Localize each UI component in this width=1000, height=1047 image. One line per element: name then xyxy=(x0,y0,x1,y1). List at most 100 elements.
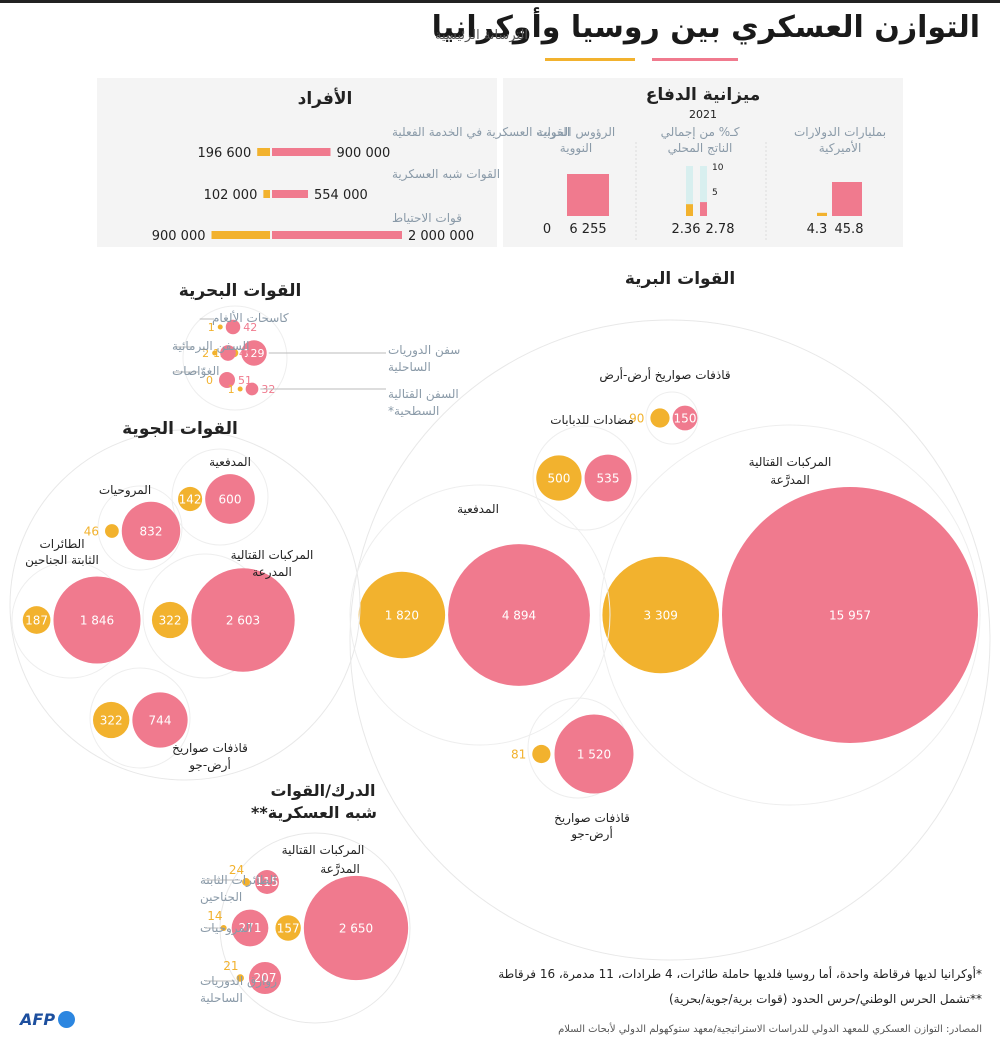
bubble-value-russia: 15 957 xyxy=(829,609,871,623)
bubble-ukraine xyxy=(532,744,551,764)
bubble-russia xyxy=(53,576,141,664)
naval-item-label: سفن الدوريات xyxy=(388,343,460,358)
budget-group-label: النووية xyxy=(560,141,592,156)
naval-title: القوات البحرية xyxy=(179,281,302,301)
land-item-label: قاذفات صواريخ xyxy=(554,811,630,826)
budget-bar-russia xyxy=(832,182,862,216)
page-subtitle: الترسانة الرئيسية xyxy=(434,28,528,43)
land-item-label: المدرَّعة xyxy=(770,473,810,488)
bubble-value-ukraine: 3 309 xyxy=(644,609,678,623)
personnel-value-russia: 554 000 xyxy=(314,188,368,203)
bubble-value-ukraine: 1 xyxy=(228,383,235,396)
land-group-circle xyxy=(532,425,638,531)
bubble-ukraine xyxy=(151,601,189,639)
bubble-value-russia: 2 603 xyxy=(226,614,260,628)
bubble-value-ukraine: 0 xyxy=(206,374,213,387)
air-title: القوات الجوية xyxy=(122,419,238,439)
bubble-ukraine xyxy=(536,455,582,501)
bubble-value-russia: 49 xyxy=(239,347,253,360)
paramilitary-item-label: المروحيات xyxy=(200,921,252,936)
bubble-value-ukraine: 500 xyxy=(547,472,570,486)
personnel-bar-ukraine xyxy=(257,148,270,156)
air-item-label: المدرعة xyxy=(252,565,292,580)
land-group-circle xyxy=(599,424,981,806)
bubble-value-ukraine: 1 xyxy=(208,321,215,334)
bubble-russia xyxy=(132,692,188,748)
bubble-russia xyxy=(205,474,255,524)
bubble-value-russia: 129 xyxy=(244,347,265,360)
land-item-label: المدفعية xyxy=(457,502,499,516)
bubble-russia xyxy=(245,382,259,396)
paramilitary-item-label: المركبات القتالية xyxy=(282,843,365,858)
bubble-ukraine xyxy=(220,924,227,932)
air-item-label: المركبات القتالية xyxy=(231,548,314,563)
budget-group-label: بمليارات الدولارات xyxy=(794,125,886,140)
budget-value-russia: 45.8 xyxy=(835,222,864,237)
bubble-value-russia: 115 xyxy=(256,875,279,889)
personnel-bar-ukraine xyxy=(263,190,270,198)
bubble-russia xyxy=(225,319,241,335)
air-item-label: المروحيات xyxy=(99,483,151,498)
bubble-russia xyxy=(220,345,236,361)
land-group-circle xyxy=(349,484,611,746)
bubble-russia xyxy=(448,544,590,686)
bubble-ukraine xyxy=(236,974,244,982)
personnel-bar-russia xyxy=(272,231,402,239)
ukraine-underline xyxy=(545,58,635,61)
land-item-label: قاذفات صواريخ أرض-أرض xyxy=(599,367,730,383)
air-group-circle xyxy=(97,485,183,571)
budget-value-ukraine: 4.3 xyxy=(807,222,828,237)
bubble-value-russia: 1 846 xyxy=(80,614,114,628)
bubble-value-ukraine: 24 xyxy=(229,863,244,877)
bubble-value-russia: 42 xyxy=(243,321,257,334)
land-item-label: أرض-جو xyxy=(570,826,613,842)
naval-item-label: السفن القتالية xyxy=(388,387,459,402)
bubble-value-ukraine: 1 820 xyxy=(385,609,419,623)
footnote: *أوكرانيا لديها فرقاطة واحدة، أما روسيا … xyxy=(498,966,982,982)
top-rule xyxy=(0,0,1000,3)
bubble-value-russia: 600 xyxy=(219,493,242,507)
bubble-value-ukraine: 2 xyxy=(202,347,209,360)
budget-group-label: الرؤوس الحربية xyxy=(537,125,615,140)
personnel-category-label: القوات شبه العسكرية xyxy=(392,167,500,182)
bubble-value-russia: 1 520 xyxy=(577,748,611,762)
bubble-ukraine xyxy=(178,486,203,512)
bubble-value-russia: 271 xyxy=(239,921,262,935)
bubble-value-russia: 2 650 xyxy=(339,922,373,936)
land-title: القوات البرية xyxy=(625,269,735,289)
naval-item-label: الساحلية xyxy=(388,360,431,374)
bubble-ukraine xyxy=(650,408,670,428)
bubble-russia xyxy=(248,961,282,995)
air-item-label: الثابتة الجناحين xyxy=(25,553,99,568)
bubble-value-ukraine: 142 xyxy=(179,493,202,507)
paramilitary-item-label: المدرَّعة xyxy=(320,862,360,877)
afp-logo-dot xyxy=(58,1011,75,1028)
land-item-label: مضادات للدبابات xyxy=(550,413,634,427)
budget-group-label: الأميركية xyxy=(819,140,862,156)
bubble-ukraine xyxy=(217,324,223,330)
personnel-category-label: قوات الاحتياط xyxy=(392,211,462,226)
bubble-value-russia: 150 xyxy=(674,412,697,426)
personnel-value-russia: 2 000 000 xyxy=(408,229,474,244)
bubble-value-ukraine: 90 xyxy=(629,412,644,426)
budget-value-russia: 6 255 xyxy=(569,222,606,237)
personnel-title: الأفراد xyxy=(298,88,353,109)
bubble-value-russia: 207 xyxy=(254,971,277,985)
paramilitary-item-label: الطائرات الثابتة xyxy=(200,873,277,888)
afp-logo: AFP xyxy=(20,1010,56,1029)
land-item-label: المركبات القتالية xyxy=(749,455,832,470)
paramilitary-item-label: الساحلية xyxy=(200,991,243,1005)
bubble-russia xyxy=(241,340,267,366)
air-item-label: المدفعية xyxy=(209,455,251,469)
land-group-circle xyxy=(645,391,699,445)
budget-bar-russia xyxy=(700,202,707,216)
air-item-label: الطائرات xyxy=(39,537,84,552)
bubble-ukraine xyxy=(242,878,251,886)
air-boundary-circle xyxy=(9,429,361,781)
bubble-value-ukraine: 81 xyxy=(511,748,526,762)
personnel-value-ukraine: 900 000 xyxy=(152,229,206,244)
bubble-russia xyxy=(255,870,279,894)
bubble-russia xyxy=(219,372,235,388)
bubble-value-ukraine: 14 xyxy=(207,909,222,923)
